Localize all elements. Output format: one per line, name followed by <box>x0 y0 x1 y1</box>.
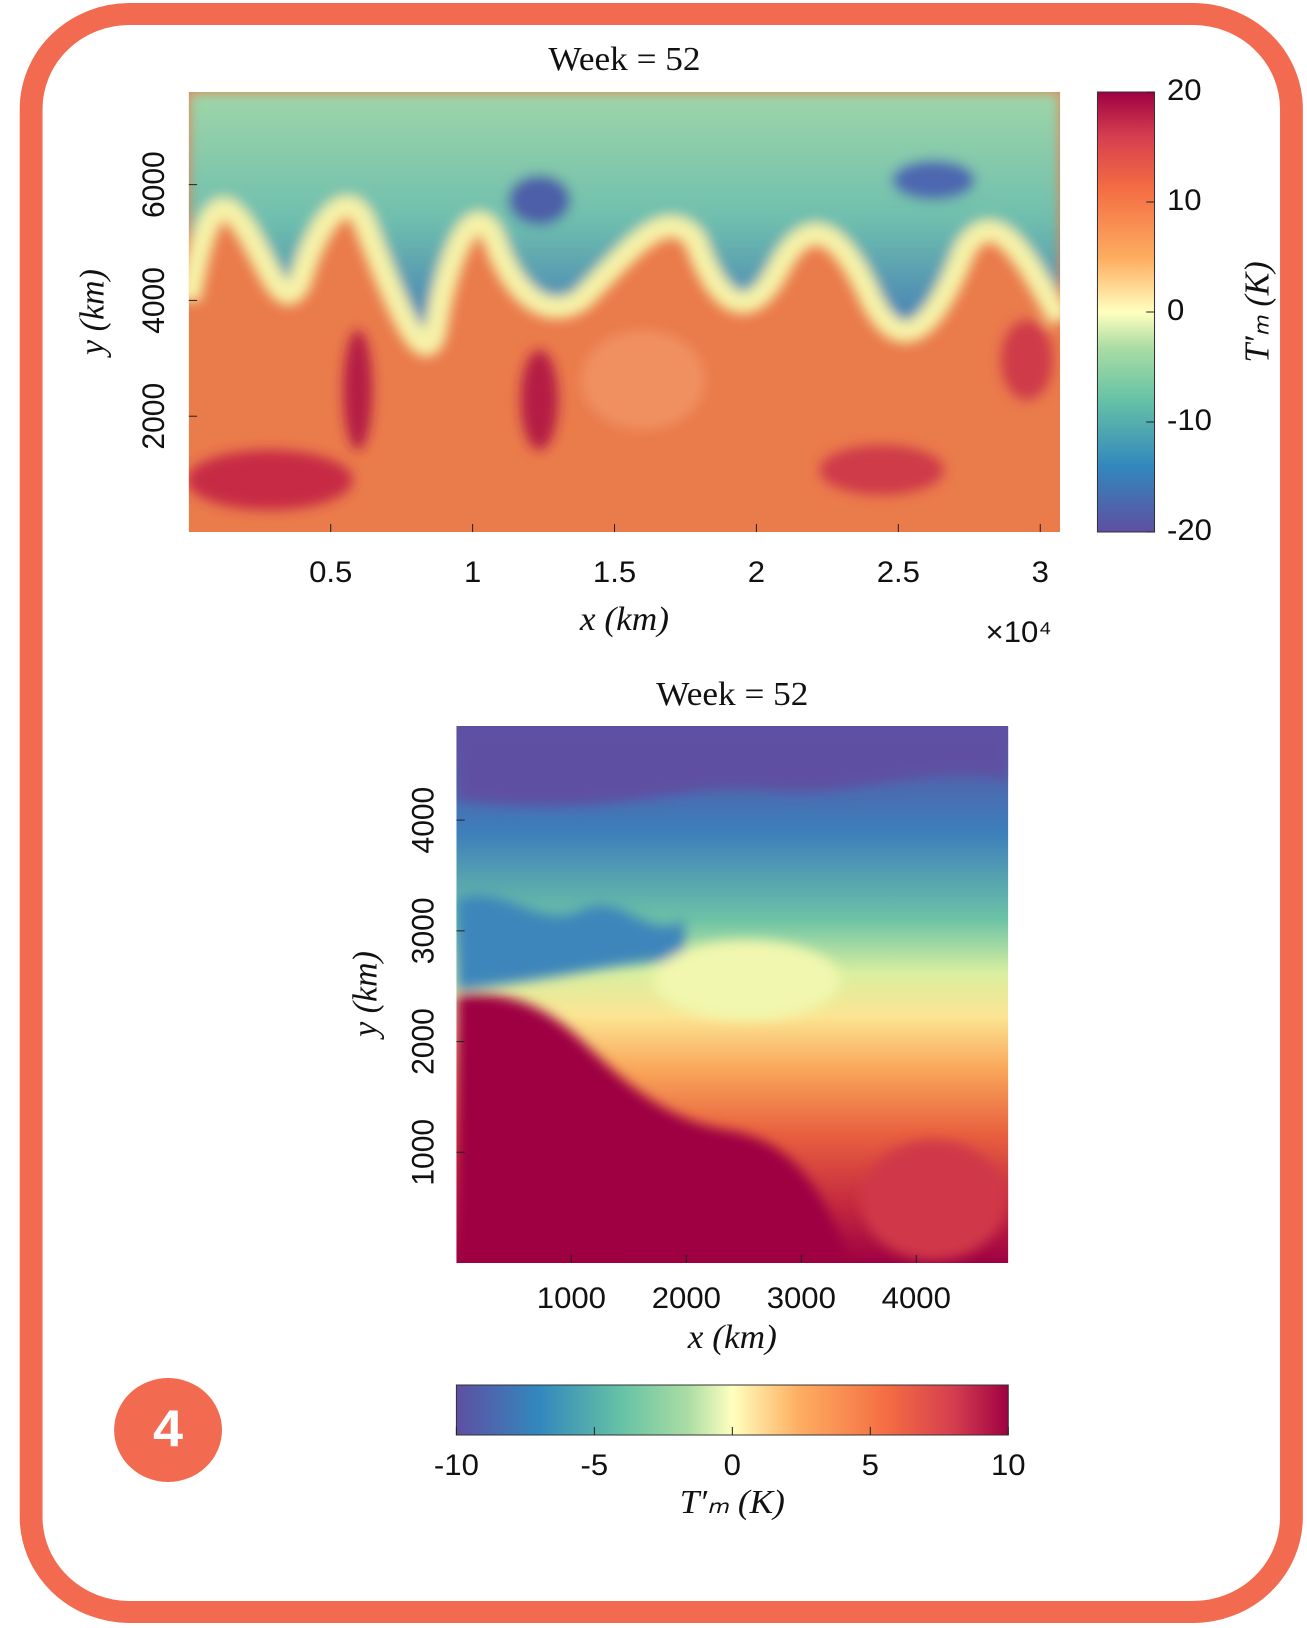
x-tick-label: 3000 <box>767 1281 836 1314</box>
x-tick-label: 1 <box>464 555 481 588</box>
y-tick-label: 1000 <box>406 1119 441 1186</box>
y-tick-label: 3000 <box>406 897 441 964</box>
x-axis-label: x (km) <box>687 1318 777 1355</box>
frame <box>19 3 1303 1623</box>
chart-title: Week = 52 <box>656 675 808 712</box>
colorbar-tick-label: -5 <box>581 1448 609 1481</box>
colorbar-label: T′ₘ (K) <box>680 1483 785 1520</box>
y-axis-label: y (km) <box>346 951 385 1040</box>
colorbar-tick-label: 20 <box>1167 73 1202 106</box>
x-tick-label: 0.5 <box>309 555 352 588</box>
y-tick-label: 2000 <box>406 1008 441 1075</box>
y-tick-label: 6000 <box>136 151 171 218</box>
colorbar-tick-label: 0 <box>724 1448 741 1481</box>
colorbar <box>455 1384 1009 1436</box>
x-multiplier: ×10⁴ <box>986 615 1052 648</box>
heatmap-image <box>188 92 1061 532</box>
y-tick-label: 4000 <box>136 267 171 334</box>
chart-title: Week = 52 <box>548 40 700 77</box>
x-tick-label: 2000 <box>652 1281 721 1314</box>
y-axis-label: y (km) <box>73 269 112 358</box>
x-tick-label: 2 <box>748 555 765 588</box>
colorbar-tick-label: 0 <box>1167 293 1184 326</box>
badge <box>114 1378 222 1482</box>
colorbar-tick-label: -10 <box>434 1448 479 1481</box>
colorbar-label: T′ₘ (K) <box>1238 261 1277 362</box>
colorbar-tick-label: -10 <box>1167 403 1212 436</box>
x-tick-label: 2.5 <box>877 555 920 588</box>
colorbar-tick-label: 10 <box>1167 183 1202 216</box>
badge-number: 4 <box>153 1401 184 1459</box>
colorbar-tick-label: 5 <box>862 1448 879 1481</box>
x-tick-label: 3 <box>1032 555 1049 588</box>
colorbar-tick-label: 10 <box>991 1448 1026 1481</box>
x-tick-label: 4000 <box>882 1281 951 1314</box>
x-tick-label: 1000 <box>537 1281 606 1314</box>
colorbar-tick-label: -20 <box>1167 513 1212 546</box>
y-tick-label: 4000 <box>406 787 441 854</box>
heatmap-image <box>456 726 1009 1263</box>
y-tick-label: 2000 <box>136 383 171 450</box>
x-axis-label: x (km) <box>579 600 669 637</box>
x-tick-label: 1.5 <box>593 555 636 588</box>
colorbar <box>1096 91 1156 533</box>
